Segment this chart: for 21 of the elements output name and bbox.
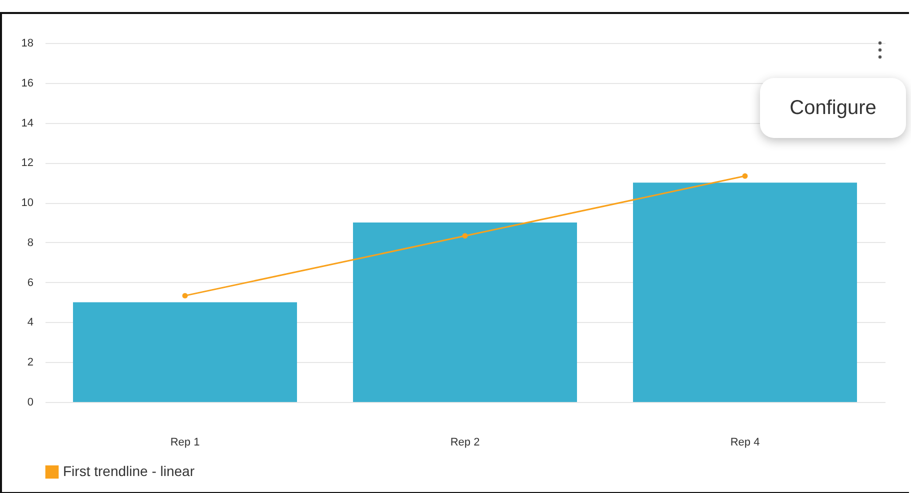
y-tick-label: 12 (21, 157, 34, 170)
bar (73, 302, 297, 402)
x-tick-label: Rep 1 (170, 436, 200, 448)
y-tick-label: 16 (21, 77, 34, 90)
x-tick-label: Rep 4 (730, 436, 760, 448)
y-tick-label: 18 (21, 38, 34, 50)
point (182, 292, 188, 298)
bar (353, 222, 577, 402)
y-tick-label: 8 (27, 236, 34, 249)
legend-label: First trendline - linear (63, 463, 195, 479)
point (462, 233, 468, 239)
point (742, 173, 748, 179)
y-tick-label: 0 (27, 396, 34, 408)
y-tick-label: 10 (21, 197, 34, 210)
x-tick-label: Rep 2 (450, 436, 480, 448)
y-tick-label: 6 (27, 276, 34, 289)
y-tick-label: 14 (21, 117, 34, 130)
y-tick-label: 4 (27, 316, 34, 329)
bar (633, 182, 857, 402)
y-tick-label: 2 (27, 356, 34, 369)
button: Configure (760, 78, 906, 138)
